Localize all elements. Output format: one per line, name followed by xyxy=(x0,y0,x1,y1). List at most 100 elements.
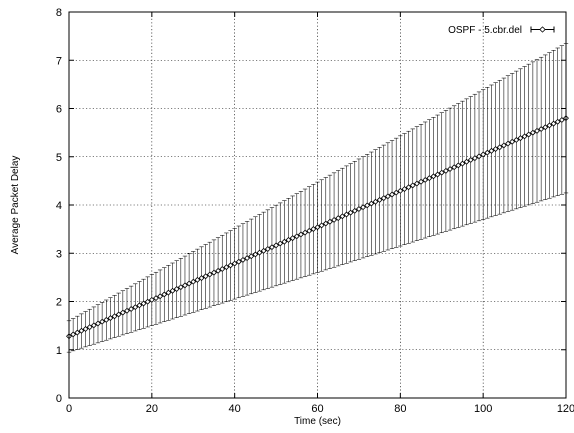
data-point xyxy=(182,282,188,289)
data-point xyxy=(306,227,313,234)
y-axis-label: Average Packet Delay xyxy=(10,156,21,255)
data-point xyxy=(368,200,375,207)
data-point xyxy=(550,120,557,127)
data-point xyxy=(256,249,263,256)
data-point xyxy=(119,309,126,316)
data-point xyxy=(169,287,176,294)
data-point xyxy=(264,246,271,252)
data-point xyxy=(297,231,304,238)
data-point xyxy=(95,320,101,327)
data-point xyxy=(219,266,226,272)
data-point xyxy=(273,242,280,249)
data-point xyxy=(293,233,300,240)
data-point xyxy=(529,129,536,136)
y-tick-label: 6 xyxy=(56,104,62,116)
data-point xyxy=(206,271,213,278)
data-point xyxy=(488,147,495,154)
data-point xyxy=(322,220,329,227)
data-point xyxy=(115,311,122,318)
axis-ticks xyxy=(68,11,567,399)
data-point xyxy=(380,195,387,202)
y-tick-label: 7 xyxy=(56,55,62,67)
data-point xyxy=(447,166,453,173)
data-point xyxy=(397,187,404,194)
data-point xyxy=(260,247,267,254)
error-bars xyxy=(66,43,569,353)
data-point xyxy=(372,198,379,205)
y-tick-label: 2 xyxy=(56,297,62,309)
data-point xyxy=(111,313,118,320)
data-point xyxy=(434,171,441,178)
series-markers xyxy=(66,115,569,340)
data-point xyxy=(310,226,317,232)
data-point xyxy=(554,118,561,125)
data-point xyxy=(418,178,425,185)
data-point xyxy=(343,211,350,218)
data-point xyxy=(90,322,97,329)
data-point xyxy=(173,286,180,292)
tick-labels: 0 20 40 60 80 100 120 0 1 2 3 4 5 6 7 8 xyxy=(56,7,574,415)
data-point xyxy=(401,186,408,192)
data-point xyxy=(480,151,487,158)
data-point xyxy=(517,135,524,142)
legend-label: OSPF - 5.cbr.del xyxy=(448,25,522,36)
data-point xyxy=(430,173,437,180)
data-point xyxy=(302,229,309,236)
data-point xyxy=(318,222,325,229)
data-point xyxy=(223,264,230,271)
y-tick-label: 8 xyxy=(56,7,62,19)
data-point xyxy=(153,295,159,302)
x-tick-label: 40 xyxy=(229,403,241,415)
data-point xyxy=(513,136,520,143)
data-point xyxy=(546,122,553,129)
data-point xyxy=(558,117,565,123)
data-point xyxy=(525,131,532,138)
data-point xyxy=(128,306,135,312)
data-point xyxy=(438,169,445,176)
data-point xyxy=(165,289,172,296)
data-point xyxy=(285,236,292,243)
data-point xyxy=(235,258,242,265)
y-tick-label: 0 xyxy=(56,393,62,405)
data-point xyxy=(496,144,503,151)
data-point xyxy=(455,162,462,169)
data-point xyxy=(289,235,296,242)
data-point xyxy=(393,189,400,196)
data-point xyxy=(364,202,371,209)
legend-key xyxy=(530,26,555,33)
data-point xyxy=(70,331,77,338)
data-point xyxy=(252,251,259,258)
data-point xyxy=(244,255,251,262)
y-tick-label: 4 xyxy=(56,200,62,212)
legend-marker xyxy=(539,26,546,33)
data-point xyxy=(331,216,338,223)
x-tick-label: 120 xyxy=(557,403,574,415)
x-tick-label: 0 xyxy=(66,403,72,415)
data-point xyxy=(384,193,391,200)
data-point xyxy=(467,156,474,163)
data-point xyxy=(459,160,466,167)
data-point xyxy=(161,291,168,298)
data-point xyxy=(451,164,458,171)
data-point xyxy=(351,207,358,214)
data-point xyxy=(422,176,429,183)
data-point xyxy=(194,276,201,283)
data-point xyxy=(248,253,255,260)
data-point xyxy=(132,304,139,311)
data-point xyxy=(74,329,81,336)
data-point xyxy=(227,262,234,269)
data-point xyxy=(538,126,545,133)
data-point xyxy=(355,206,362,212)
y-tick-label: 5 xyxy=(56,152,62,164)
data-point xyxy=(268,244,275,251)
data-point xyxy=(335,215,342,222)
data-point xyxy=(442,167,449,174)
data-point xyxy=(215,267,222,274)
data-point xyxy=(198,275,205,282)
data-point xyxy=(389,191,396,198)
data-point xyxy=(148,296,155,303)
data-point xyxy=(542,124,549,131)
data-point xyxy=(521,133,528,140)
data-point xyxy=(492,146,499,153)
